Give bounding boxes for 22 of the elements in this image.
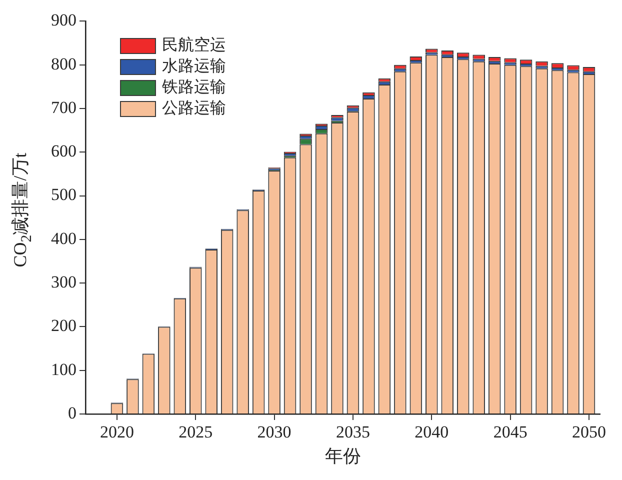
x-tick-label: 2020 <box>100 422 134 442</box>
x-tick-label: 2035 <box>336 422 370 442</box>
legend-label: 水路运输 <box>162 57 226 77</box>
x-tick-label: 2050 <box>572 422 606 442</box>
y-tick-label: 900 <box>51 10 76 30</box>
y-tick-label: 400 <box>51 228 76 248</box>
y-tick-label: 600 <box>51 142 76 161</box>
legend-label: 民航空运 <box>162 36 226 56</box>
y-tick-label: 500 <box>51 185 76 204</box>
x-tick-label: 2025 <box>178 422 213 442</box>
x-tick-label: 2030 <box>257 422 292 442</box>
y-tick-label: 800 <box>51 54 76 74</box>
legend-label: 铁路运输 <box>162 78 226 98</box>
x-tick-label: 2040 <box>414 422 449 442</box>
legend-label: 公路运输 <box>162 99 226 119</box>
y-tick-label: 700 <box>51 98 76 117</box>
x-axis-title: 年份 <box>324 446 361 466</box>
y-tick-label: 0 <box>68 403 76 422</box>
x-tick-label: 2045 <box>493 422 528 442</box>
y-tick-label: 300 <box>51 272 76 292</box>
y-tick-label: 100 <box>51 360 76 379</box>
y-tick-label: 200 <box>51 316 76 336</box>
